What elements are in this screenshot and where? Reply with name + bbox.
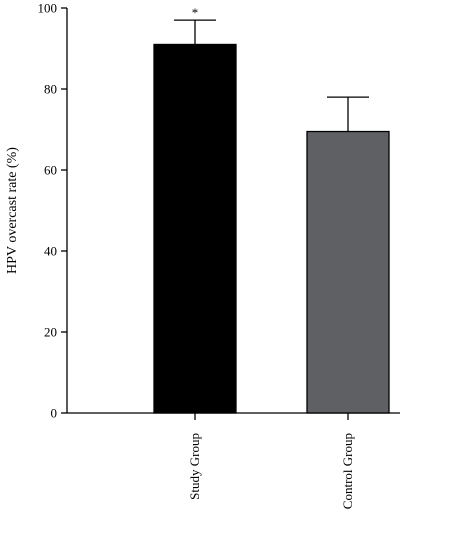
x-axis <box>67 412 400 420</box>
significance-annotation: * <box>192 5 199 20</box>
y-tick-label: 80 <box>44 82 57 97</box>
y-axis-label: HPV overcast rate (%) <box>5 147 20 274</box>
x-tick-label: Study Group <box>187 433 202 500</box>
y-tick-label: 40 <box>44 244 57 259</box>
category-labels: Study Group Control Group <box>187 433 355 509</box>
y-tick-label: 20 <box>44 325 57 340</box>
bars <box>153 43 390 414</box>
error-bars: * <box>174 5 369 132</box>
x-tick-label: Control Group <box>340 433 355 509</box>
y-axis: 0 20 40 60 80 100 <box>38 1 68 421</box>
bar-control-group <box>306 130 390 414</box>
y-tick-label: 0 <box>51 406 58 421</box>
y-tick-label: 60 <box>44 163 57 178</box>
bar-study-group <box>153 43 237 414</box>
y-tick-label: 100 <box>38 1 58 16</box>
